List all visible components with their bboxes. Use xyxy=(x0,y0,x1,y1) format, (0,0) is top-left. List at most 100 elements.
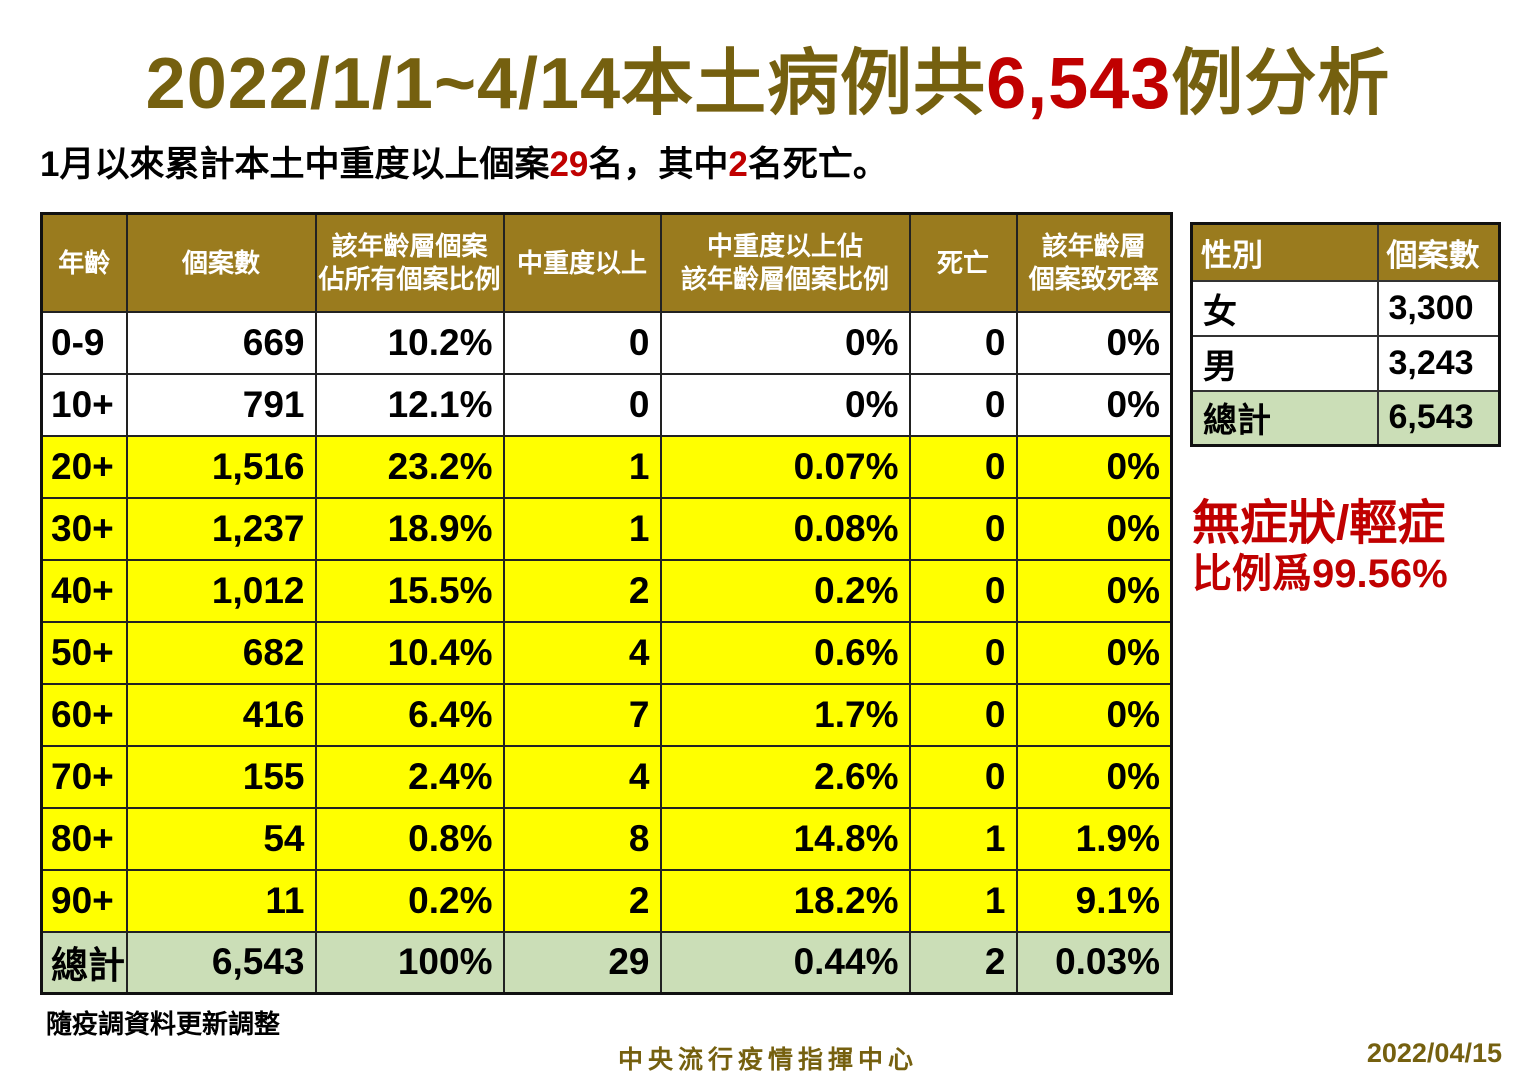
value-cell: 0% xyxy=(1015,496,1173,561)
value-cell: 669 xyxy=(125,310,317,375)
value-cell: 4 xyxy=(502,744,662,809)
row-label-cell: 50+ xyxy=(40,620,128,685)
value-cell: 0% xyxy=(1015,372,1173,437)
row-label-cell: 80+ xyxy=(40,806,128,871)
value-cell: 7 xyxy=(502,682,662,747)
value-cell: 23.2% xyxy=(314,434,505,499)
value-cell: 0 xyxy=(908,434,1018,499)
value-cell: 0 xyxy=(502,372,662,437)
title-case-count: 6,543 xyxy=(986,44,1172,124)
value-cell: 0.44% xyxy=(659,930,911,995)
value-cell: 0% xyxy=(1015,744,1173,809)
subtitle-part1: 1月以來累計本土中重度以上個案 xyxy=(40,145,550,184)
subtitle: 1月以來累計本土中重度以上個案29名，其中2名死亡。 xyxy=(40,136,888,187)
value-cell: 1.7% xyxy=(659,682,911,747)
table-row: 80+ 54 0.8% 8 14.8% 1 1.9% xyxy=(40,806,1173,871)
table-row: 60+ 416 6.4% 7 1.7% 0 0% xyxy=(40,682,1173,747)
header-share-of-all-cases: 該年齡層個案 佔所有個案比例 xyxy=(314,212,505,313)
row-label-cell: 總計 xyxy=(1190,389,1379,447)
row-label-cell: 總計 xyxy=(40,930,128,995)
value-cell: 0.2% xyxy=(659,558,911,623)
row-label-cell: 0-9 xyxy=(40,310,128,375)
value-cell: 0 xyxy=(908,496,1018,561)
page-title: 2022/1/1~4/14本土病例共6,543例分析 xyxy=(0,24,1536,129)
value-cell: 18.9% xyxy=(314,496,505,561)
table-row: 總計 6,543 100% 29 0.44% 2 0.03% xyxy=(40,930,1173,995)
value-cell: 54 xyxy=(125,806,317,871)
value-cell: 0 xyxy=(908,682,1018,747)
header-severe-share: 中重度以上佔 該年齡層個案比例 xyxy=(659,212,911,313)
value-cell: 0% xyxy=(1015,620,1173,685)
value-cell: 6,543 xyxy=(125,930,317,995)
value-cell: 3,243 xyxy=(1376,334,1501,392)
header-age: 年齡 xyxy=(40,212,128,313)
subtitle-death-count: 2 xyxy=(728,145,748,184)
row-label-cell: 30+ xyxy=(40,496,128,561)
header-fatality-rate: 該年齡層 個案致死率 xyxy=(1015,212,1173,313)
row-label-cell: 女 xyxy=(1190,279,1379,337)
title-prefix: 2022/1/1~4/14本土病例共 xyxy=(145,44,987,124)
value-cell: 0 xyxy=(908,310,1018,375)
subtitle-part3: 名死亡。 xyxy=(747,145,888,184)
subtitle-severe-count: 29 xyxy=(549,145,589,184)
value-cell: 2 xyxy=(502,558,662,623)
gender-table-header-row: 性別 個案數 xyxy=(1190,222,1501,282)
table-row: 30+ 1,237 18.9% 1 0.08% 0 0% xyxy=(40,496,1173,561)
table-row: 女 3,300 xyxy=(1190,279,1501,337)
gender-table-body: 女 3,300 男 3,243 總計 6,543 xyxy=(1190,279,1501,447)
value-cell: 0% xyxy=(1015,434,1173,499)
value-cell: 2 xyxy=(502,868,662,933)
value-cell: 0 xyxy=(502,310,662,375)
value-cell: 0% xyxy=(659,310,911,375)
age-table-body: 0-9 669 10.2% 0 0% 0 0% 10+ 791 12.1% 0 0% 0 0% 20+ 1,5… xyxy=(40,310,1173,995)
value-cell: 1,516 xyxy=(125,434,317,499)
table-row: 70+ 155 2.4% 4 2.6% 0 0% xyxy=(40,744,1173,809)
value-cell: 6,543 xyxy=(1376,389,1501,447)
value-cell: 0.2% xyxy=(314,868,505,933)
value-cell: 10.4% xyxy=(314,620,505,685)
value-cell: 3,300 xyxy=(1376,279,1501,337)
footer-note: 隨疫調資料更新調整 xyxy=(46,1009,281,1039)
value-cell: 1 xyxy=(908,868,1018,933)
header-deaths: 死亡 xyxy=(908,212,1018,313)
row-label-cell: 70+ xyxy=(40,744,128,809)
title-suffix: 例分析 xyxy=(1171,44,1391,124)
table-row: 總計 6,543 xyxy=(1190,389,1501,447)
value-cell: 4 xyxy=(502,620,662,685)
header-gender-case-count: 個案數 xyxy=(1376,222,1501,282)
value-cell: 0% xyxy=(1015,310,1173,375)
header-gender: 性別 xyxy=(1190,222,1379,282)
value-cell: 791 xyxy=(125,372,317,437)
value-cell: 14.8% xyxy=(659,806,911,871)
header-case-count: 個案數 xyxy=(125,212,317,313)
value-cell: 2.4% xyxy=(314,744,505,809)
header-moderate-severe: 中重度以上 xyxy=(502,212,662,313)
table-row: 10+ 791 12.1% 0 0% 0 0% xyxy=(40,372,1173,437)
value-cell: 0.08% xyxy=(659,496,911,561)
table-row: 0-9 669 10.2% 0 0% 0 0% xyxy=(40,310,1173,375)
row-label-cell: 20+ xyxy=(40,434,128,499)
gender-distribution-table: 性別 個案數 女 3,300 男 3,243 總計 6,543 xyxy=(1190,222,1501,447)
value-cell: 155 xyxy=(125,744,317,809)
value-cell: 11 xyxy=(125,868,317,933)
row-label-cell: 10+ xyxy=(40,372,128,437)
value-cell: 0.07% xyxy=(659,434,911,499)
value-cell: 0 xyxy=(908,620,1018,685)
table-row: 40+ 1,012 15.5% 2 0.2% 0 0% xyxy=(40,558,1173,623)
table-row: 90+ 11 0.2% 2 18.2% 1 9.1% xyxy=(40,868,1173,933)
value-cell: 1 xyxy=(502,496,662,561)
value-cell: 0 xyxy=(908,372,1018,437)
value-cell: 1 xyxy=(502,434,662,499)
subtitle-part2: 名，其中 xyxy=(588,145,729,184)
table-row: 50+ 682 10.4% 4 0.6% 0 0% xyxy=(40,620,1173,685)
value-cell: 2.6% xyxy=(659,744,911,809)
callout-line2: 比例爲99.56% xyxy=(1192,552,1448,597)
value-cell: 100% xyxy=(314,930,505,995)
value-cell: 1,012 xyxy=(125,558,317,623)
value-cell: 0 xyxy=(908,558,1018,623)
value-cell: 8 xyxy=(502,806,662,871)
table-row: 20+ 1,516 23.2% 1 0.07% 0 0% xyxy=(40,434,1173,499)
value-cell: 0.03% xyxy=(1015,930,1173,995)
value-cell: 10.2% xyxy=(314,310,505,375)
